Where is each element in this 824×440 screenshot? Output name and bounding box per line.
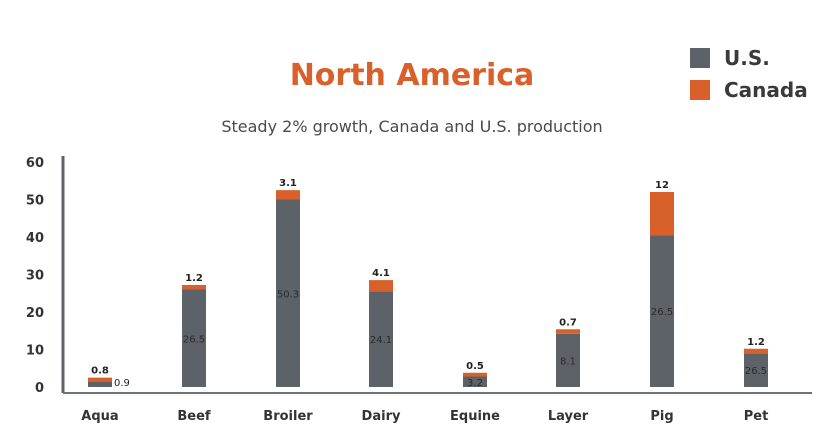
- x-tick-label: Beef: [177, 409, 211, 424]
- bar-canada-aqua: [88, 377, 112, 382]
- bar-canada-beef: [182, 285, 206, 290]
- bar-us-equine: [463, 376, 487, 387]
- x-tick-label: Dairy: [362, 409, 401, 424]
- bar-canada-broiler: [276, 190, 300, 200]
- bar-us-beef: [182, 289, 206, 387]
- x-tick-label: Aqua: [81, 409, 118, 424]
- bar-us-pet: [744, 353, 768, 387]
- data-label-us: 26.5: [183, 334, 205, 345]
- data-label-canada: 0.8: [91, 366, 109, 377]
- data-label-us: 0.9: [114, 378, 130, 389]
- y-tick-label: 60: [26, 156, 44, 171]
- y-tick-label: 20: [26, 306, 44, 321]
- bar-us-broiler: [276, 199, 300, 387]
- data-label-us: 50.3: [277, 289, 299, 300]
- data-label-canada: 1.2: [747, 337, 765, 348]
- bar-canada-pet: [744, 348, 768, 354]
- data-label-us: 3.2: [467, 378, 483, 389]
- bar-canada-layer: [556, 329, 580, 334]
- bar-us-aqua: [88, 381, 112, 387]
- data-label-us: 8.1: [560, 356, 576, 367]
- legend-label-us: U.S.: [724, 46, 770, 70]
- x-tick-label: Broiler: [263, 409, 313, 424]
- legend-item-us: U.S.: [690, 42, 808, 74]
- bar-us-dairy: [369, 291, 393, 387]
- bar-us-layer: [556, 333, 580, 387]
- legend-item-canada: Canada: [690, 74, 808, 106]
- data-label-canada: 4.1: [372, 268, 390, 279]
- chart-title: North America: [289, 58, 535, 93]
- bar-canada-pig: [650, 192, 674, 236]
- bar-canada-equine: [463, 372, 487, 377]
- data-label-canada: 12: [655, 180, 669, 191]
- x-tick-label: Layer: [548, 409, 589, 424]
- data-label-us: 26.5: [651, 307, 673, 318]
- data-label-canada: 1.2: [185, 273, 203, 284]
- y-tick-label: 50: [26, 194, 44, 209]
- chart-subtitle: Steady 2% growth, Canada and U.S. produc…: [221, 117, 603, 136]
- y-tick-label: 0: [35, 381, 44, 396]
- x-tick-label: Pet: [744, 409, 769, 424]
- y-tick-label: 10: [26, 344, 44, 359]
- legend-label-canada: Canada: [724, 78, 808, 102]
- x-tick-label: Pig: [650, 409, 673, 424]
- data-label-us: 26.5: [745, 366, 767, 377]
- data-label-us: 24.1: [370, 335, 392, 346]
- y-tick-label: 30: [26, 269, 44, 284]
- data-label-canada: 0.5: [466, 361, 484, 372]
- legend-swatch-canada: [690, 80, 710, 100]
- legend: U.S. Canada: [690, 42, 808, 106]
- y-tick-label: 40: [26, 231, 44, 246]
- bar-us-pig: [650, 235, 674, 387]
- data-label-canada: 3.1: [279, 178, 297, 189]
- x-tick-label: Equine: [450, 409, 500, 424]
- data-label-canada: 0.7: [559, 317, 577, 328]
- legend-swatch-us: [690, 48, 710, 68]
- bar-canada-dairy: [369, 280, 393, 292]
